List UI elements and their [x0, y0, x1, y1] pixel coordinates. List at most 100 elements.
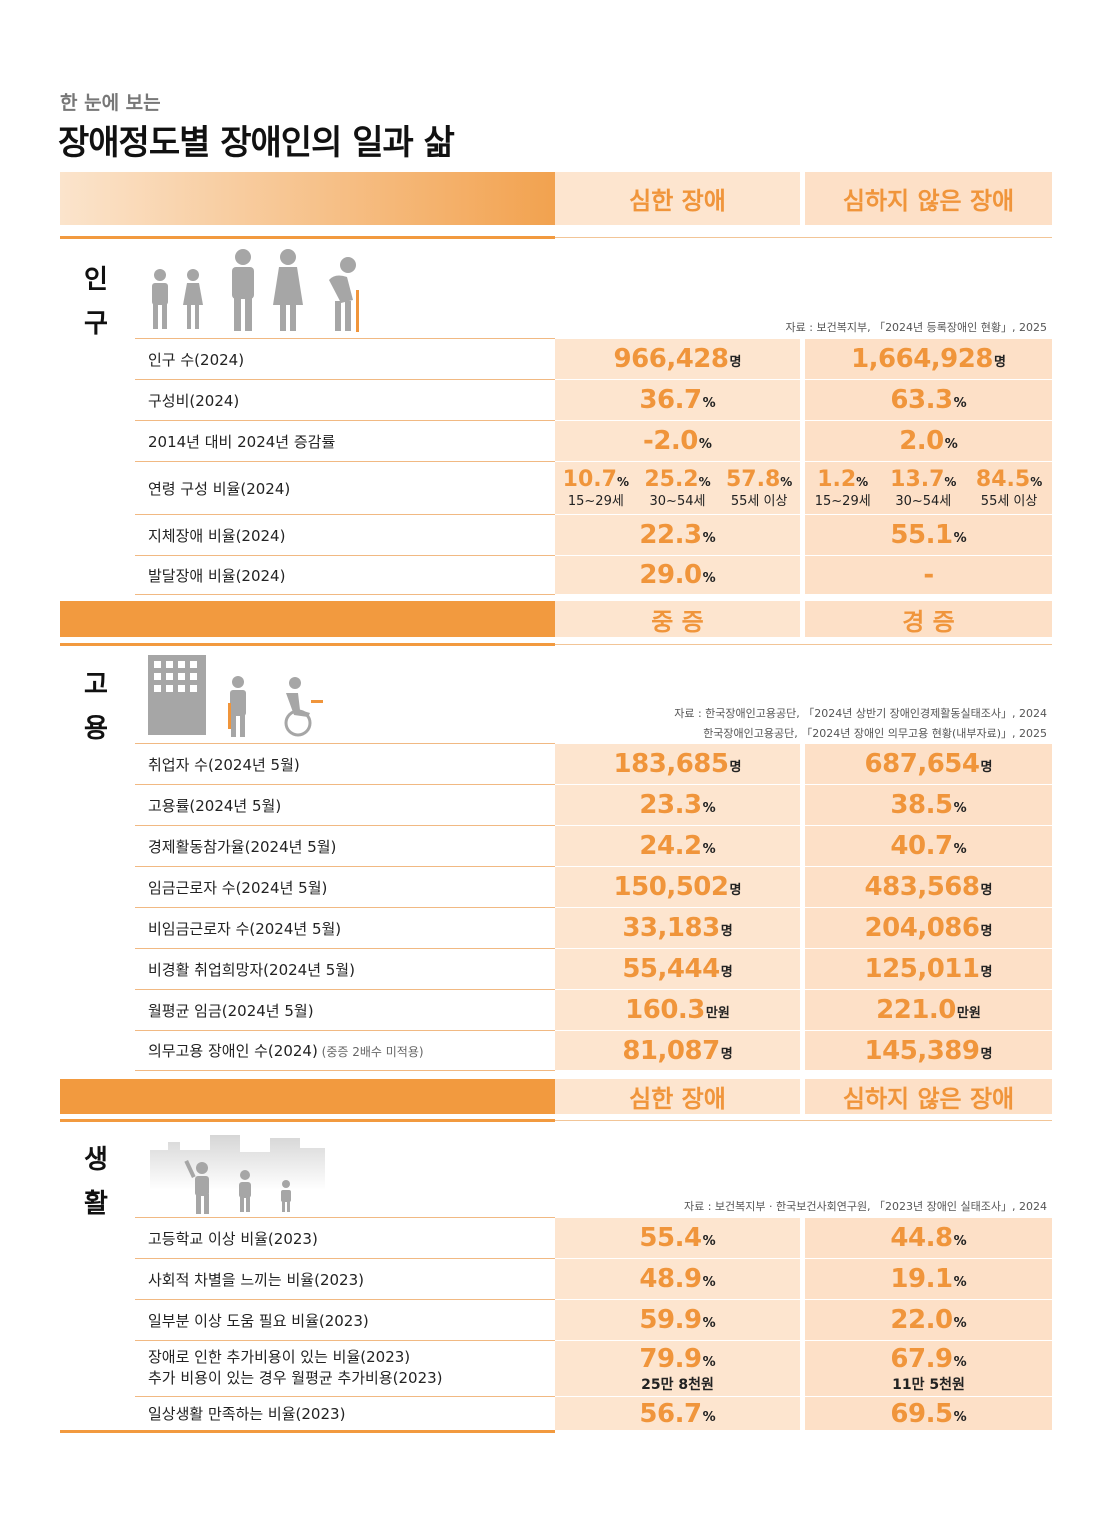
value-unit: 명	[720, 1046, 733, 1062]
value-unit: %	[702, 1316, 716, 1331]
row-divider	[135, 866, 555, 867]
value-line: 221.0 만원	[876, 995, 981, 1025]
row-divider	[135, 1070, 555, 1071]
value-line: 2.0%	[899, 426, 958, 456]
row-divider	[135, 420, 555, 421]
age-value: 25.2%	[644, 467, 710, 492]
age-value: 57.8%	[726, 467, 792, 492]
value-cell: 221.0 만원	[805, 990, 1052, 1030]
row-label: 연령 구성 비율(2024)	[148, 478, 290, 499]
row-divider	[135, 825, 555, 826]
value-unit: %	[953, 801, 967, 816]
age-group: 13.7% 30~54세	[890, 467, 956, 509]
header-band	[60, 172, 555, 225]
age-breakdown-cell: 10.7% 15~29세 25.2% 30~54세 57.8% 55세 이상	[555, 462, 800, 514]
row-label-text: 지체장애 비율(2024)	[148, 527, 286, 545]
row-label-text: 취업자 수(2024년 5월)	[148, 756, 300, 774]
row-divider	[135, 784, 555, 785]
row-divider	[135, 1299, 555, 1300]
value-number: 23.3	[639, 790, 702, 820]
age-group: 10.7% 15~29세	[563, 467, 629, 509]
row-label: 발달장애 비율(2024)	[148, 565, 285, 586]
column-header-mild: 심하지 않은 장애	[805, 172, 1052, 225]
value-cell: 125,011 명	[805, 949, 1052, 989]
value-cell: 29.0%	[555, 556, 800, 594]
age-number: 84.5	[975, 467, 1031, 492]
value-cell: -	[805, 556, 1052, 594]
row-label: 취업자 수(2024년 5월)	[148, 754, 300, 775]
value-number: 19.1	[890, 1264, 953, 1294]
value-number: 55.4	[639, 1223, 702, 1253]
header-band	[60, 601, 555, 637]
value-cell: 22.0%	[805, 1300, 1052, 1340]
age-number: 25.2	[644, 467, 699, 492]
value-number: 1,664,928	[851, 344, 993, 374]
row-label-text: 일상생활 만족하는 비율(2023)	[148, 1405, 346, 1423]
row-divider	[135, 594, 555, 595]
section-label-population: 인 구	[84, 265, 108, 339]
value-number: 29.0	[639, 560, 702, 590]
value-subtext: 25만 8천원	[641, 1376, 714, 1393]
value-number: 33,183	[622, 913, 720, 943]
value-line: 687,654 명	[865, 749, 993, 779]
age-range-label: 15~29세	[567, 494, 624, 509]
row-divider	[135, 1340, 555, 1341]
value-line: 23.3%	[639, 790, 715, 820]
value-number: 48.9	[639, 1264, 702, 1294]
age-unit: %	[1030, 475, 1043, 489]
page-subtitle: 한 눈에 보는	[60, 92, 161, 114]
value-unit: %	[702, 842, 716, 857]
row-label: 일부분 이상 도움 필요 비율(2023)	[148, 1310, 369, 1331]
row-label-text: 월평균 임금(2024년 5월)	[148, 1002, 314, 1020]
age-value: 10.7%	[563, 467, 629, 492]
value-line: 55.4%	[639, 1223, 715, 1253]
value-line: 204,086 명	[865, 913, 993, 943]
source-note: 자료 : 한국장애인고용공단, 「2024년 상반기 장애인경제활동실태조사」,…	[674, 707, 1047, 720]
value-unit: 명	[980, 1046, 993, 1062]
value-number: 69.5	[890, 1398, 953, 1429]
section-label-life: 생 활	[84, 1145, 108, 1219]
value-unit: 명	[729, 883, 742, 898]
value-cell: 56.7%	[555, 1397, 800, 1430]
value-number: 40.7	[890, 831, 953, 861]
row-label-line: 추가 비용이 있는 경우 월평균 추가비용(2023)	[148, 1369, 443, 1387]
value-number: 22.0	[890, 1305, 953, 1335]
value-cell: 150,502 명	[555, 867, 800, 907]
age-range-label: 55세 이상	[980, 494, 1038, 509]
value-unit: %	[702, 1234, 716, 1249]
row-label: 임금근로자 수(2024년 5월)	[148, 877, 327, 898]
value-line: 40.7%	[890, 831, 966, 861]
value-unit: %	[953, 396, 967, 411]
value-unit: %	[953, 842, 967, 857]
row-label: 구성비(2024)	[148, 390, 239, 411]
value-line: 55.1%	[890, 520, 966, 550]
value-cell: 38.5%	[805, 785, 1052, 825]
row-label: 고용률(2024년 5월)	[148, 795, 281, 816]
row-divider	[135, 1258, 555, 1259]
value-line: 125,011 명	[865, 954, 993, 984]
value-cell: 2.0%	[805, 421, 1052, 461]
value-line: 22.0%	[890, 1305, 966, 1335]
value-cell: 145,389 명	[805, 1031, 1052, 1070]
value-cell: 687,654 명	[805, 744, 1052, 784]
row-label-text: 고등학교 이상 비율(2023)	[148, 1230, 318, 1248]
value-number: 160.3	[625, 995, 705, 1025]
value-line: 33,183 명	[622, 913, 732, 943]
value-line: 44.8%	[890, 1223, 966, 1253]
value-line: 19.1%	[890, 1264, 966, 1294]
value-number: -	[923, 560, 934, 590]
age-range-label: 15~29세	[814, 494, 871, 509]
header-band	[60, 1079, 555, 1114]
value-number: 24.2	[639, 831, 702, 861]
page-title: 장애정도별 장애인의 일과 삶	[58, 123, 455, 163]
value-unit: %	[702, 1275, 716, 1290]
value-cell: 69.5%	[805, 1397, 1052, 1430]
value-unit: %	[702, 801, 716, 816]
value-number: 67.9	[890, 1343, 953, 1374]
value-number: 59.9	[639, 1305, 702, 1335]
row-label-text: 연령 구성 비율(2024)	[148, 480, 291, 498]
age-unit: %	[616, 475, 629, 489]
row-label-note: (중증 2배수 미적용)	[317, 1045, 424, 1059]
column-header-severe: 중 증	[555, 601, 800, 637]
value-cell: 1,664,928 명	[805, 339, 1052, 379]
